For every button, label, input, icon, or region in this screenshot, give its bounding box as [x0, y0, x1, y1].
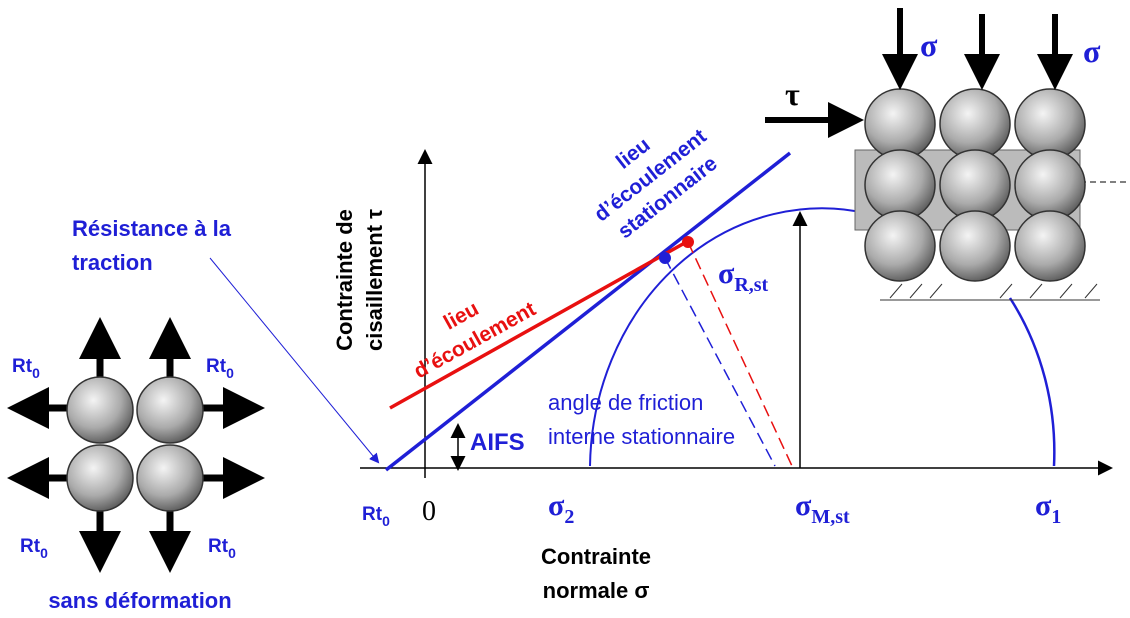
tick-label: σ1 — [1035, 489, 1061, 528]
tangent-point — [682, 236, 694, 248]
sigma-r-label: σR,st — [718, 257, 769, 296]
rt-label: Rt0 — [208, 536, 236, 561]
tick-label: Rt0 — [362, 504, 390, 529]
sigma-label: σ — [1083, 33, 1101, 69]
yield-locus — [390, 240, 690, 408]
tau-label: τ — [785, 76, 800, 112]
aifs-label: AIFS — [470, 429, 525, 456]
caption: sans déformation — [48, 588, 231, 613]
tick-label: σM,st — [795, 489, 850, 528]
steady-label: lieud’écoulementstationnaire — [573, 103, 728, 249]
rt-label: Rt0 — [206, 356, 234, 381]
tangent-point — [659, 252, 671, 264]
mohr-circle — [1010, 298, 1054, 466]
free-spheres — [67, 377, 203, 511]
rt-label: Rt0 — [12, 356, 40, 381]
wall-hatch — [880, 284, 1100, 300]
tick-label: 0 — [422, 496, 436, 527]
diagram: Résistance à latraction Rt0 Rt0 Rt0 Rt0 … — [0, 0, 1130, 618]
sigma-label: σ — [920, 27, 938, 63]
tick-label: σ2 — [548, 489, 574, 528]
packed-spheres — [865, 89, 1085, 281]
rt-label: Rt0 — [20, 536, 48, 561]
